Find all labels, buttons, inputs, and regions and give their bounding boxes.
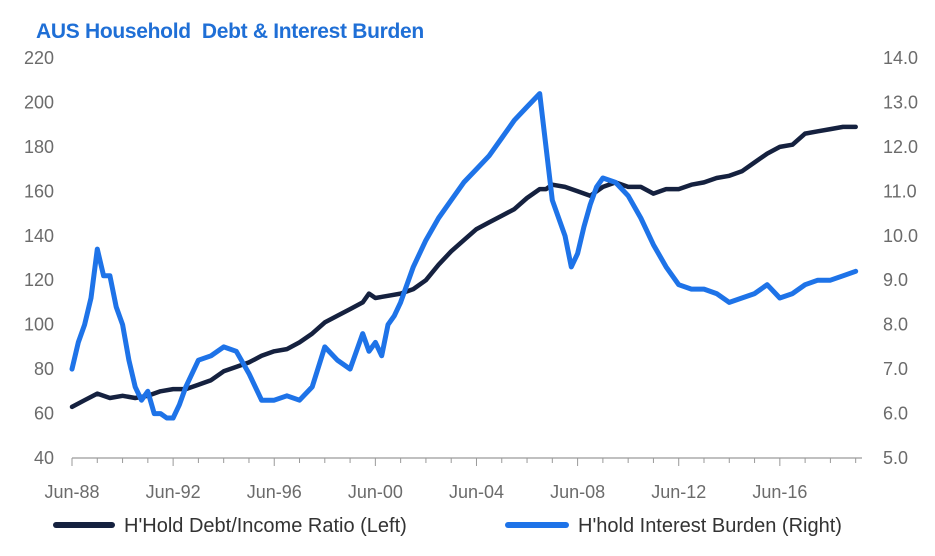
y-left-tick-label: 120 bbox=[24, 270, 54, 290]
y-left-tick-label: 100 bbox=[24, 315, 54, 335]
y-right-tick-label: 6.0 bbox=[883, 404, 908, 424]
legend: H'Hold Debt/Income Ratio (Left) H'hold In… bbox=[53, 515, 842, 537]
x-tick-label: Jun-08 bbox=[550, 482, 605, 502]
y-right-tick-label: 12.0 bbox=[883, 137, 918, 157]
y-left-tick-label: 220 bbox=[24, 48, 54, 68]
chart-title: AUS Household Debt & Interest Burden bbox=[36, 20, 424, 43]
axes bbox=[71, 457, 862, 466]
x-tick-label: Jun-96 bbox=[247, 482, 302, 502]
y-right-tick-label: 5.0 bbox=[883, 448, 908, 468]
y-right-tick-label: 11.0 bbox=[883, 181, 917, 201]
y-right-tick-label: 8.0 bbox=[883, 315, 908, 335]
y-left-tick-label: 40 bbox=[34, 448, 54, 468]
x-tick-label: Jun-04 bbox=[449, 482, 504, 502]
x-tick-label: Jun-00 bbox=[348, 482, 403, 502]
legend-label-interest: H'hold Interest Burden (Right) bbox=[578, 515, 842, 537]
y-left-tick-label: 140 bbox=[24, 226, 54, 246]
x-tick-label: Jun-88 bbox=[44, 482, 99, 502]
x-tick-label: Jun-12 bbox=[651, 482, 706, 502]
y-left-tick-label: 180 bbox=[24, 137, 54, 157]
y-right-tick-label: 13.0 bbox=[883, 92, 918, 112]
legend-label-debt: H'Hold Debt/Income Ratio (Left) bbox=[124, 515, 407, 537]
tick-labels: Jun-88 Jun-92 Jun-96 Jun-00 Jun-04 Jun-08 Jun-… bbox=[24, 48, 918, 502]
y-left-tick-label: 160 bbox=[24, 181, 54, 201]
debt-income-line bbox=[69, 124, 858, 410]
series-lines bbox=[69, 91, 859, 421]
y-right-tick-label: 9.0 bbox=[883, 270, 908, 290]
x-tick-label: Jun-92 bbox=[146, 482, 201, 502]
y-right-tick-label: 7.0 bbox=[883, 359, 908, 379]
y-right-tick-label: 14.0 bbox=[883, 48, 918, 68]
x-tick-label: Jun-16 bbox=[752, 482, 807, 502]
y-left-tick-label: 80 bbox=[34, 359, 54, 379]
y-left-tick-label: 60 bbox=[34, 404, 54, 424]
y-left-tick-label: 200 bbox=[24, 92, 54, 112]
interest-burden-line bbox=[69, 91, 859, 421]
y-right-tick-label: 10.0 bbox=[883, 226, 918, 246]
